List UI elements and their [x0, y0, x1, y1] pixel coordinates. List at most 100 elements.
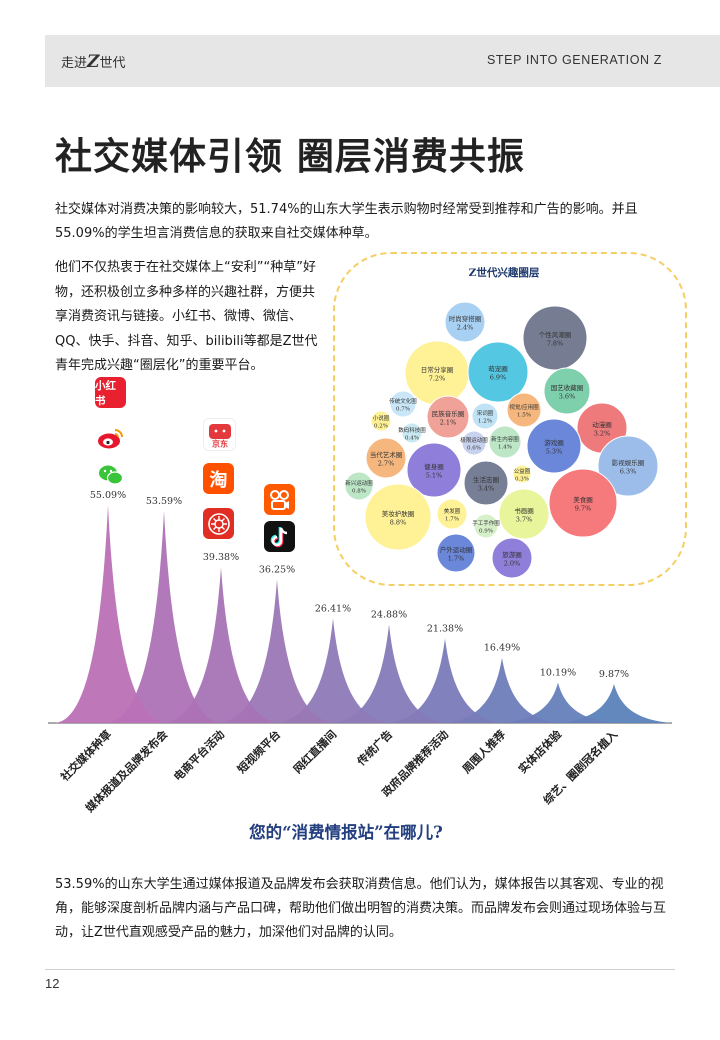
chart-value-label: 21.38% — [427, 623, 463, 634]
chart-category-label: 实体店体验 — [515, 727, 564, 776]
chart-category-label: 社交媒体种草 — [57, 727, 114, 784]
taobao-logo: 淘 — [203, 463, 234, 494]
bubble-label: 数码科技圈 — [398, 426, 426, 434]
bubble-value: 1.5% — [517, 413, 531, 419]
bubble-value: 1.4% — [498, 445, 512, 451]
bubble-label: 影视娱乐圈 — [612, 458, 645, 467]
chart-value-label: 9.87% — [599, 669, 629, 680]
chart-category-label: 传统广告 — [353, 727, 395, 769]
bottom-paragraph: 53.59%的山东大学生通过媒体报道及品牌发布会获取消费信息。他们认为，媒体报告… — [55, 877, 667, 940]
interest-bubble — [401, 422, 423, 444]
side-paragraph: 他们不仅热衷于在社交媒体上“安利”“种草”好物，还积极创立多种多样的兴趣社群，方… — [55, 260, 318, 373]
pinduoduo-logo — [203, 508, 234, 539]
chart-peak — [55, 505, 166, 723]
bubble-value: 0.6% — [467, 446, 481, 452]
bubble-label: 健身圈 — [424, 462, 444, 471]
page-number: 12 — [45, 976, 60, 991]
interest-bubble — [491, 537, 533, 579]
page-title: 社交媒体引领 圈层消费共振 — [55, 135, 525, 178]
bubble-value: 7.2% — [429, 375, 446, 383]
bubble-value: 0.9% — [479, 529, 493, 535]
bubble-value: 6.3% — [620, 468, 637, 476]
bubble-label: 萌宠圈 — [488, 364, 508, 373]
footer-divider — [45, 969, 675, 970]
interest-bubble — [467, 341, 529, 403]
bubble-label: 视觉/应用圈 — [509, 403, 539, 411]
bubble-label: 手工手作圈 — [472, 519, 500, 527]
interest-bubble — [543, 367, 591, 415]
bubble-label: 动漫圈 — [592, 420, 612, 429]
interest-bubble — [597, 435, 659, 497]
chart-peak — [275, 618, 391, 723]
bubble-chart-title: Z世代兴趣圈层 — [469, 266, 540, 279]
bubble-value: 7.8% — [547, 340, 564, 348]
bubble-value: 1.7% — [445, 517, 459, 523]
weibo-icon — [95, 422, 126, 453]
bubble-label: 日常分享圈 — [421, 365, 454, 374]
bubble-value: 5.1% — [426, 472, 443, 480]
bubble-label: 新兴运动圈 — [345, 479, 373, 487]
bubble-label: 新生内容圈 — [491, 435, 519, 443]
kuaishou-logo — [264, 484, 295, 515]
chart-value-label: 53.59% — [146, 496, 182, 507]
chart-value-label: 26.41% — [315, 603, 351, 614]
xiaohongshu-logo: 小红书 — [95, 377, 126, 408]
interest-bubble — [488, 425, 522, 459]
interest-bubble — [389, 390, 417, 418]
bubble-label: 户外运动圈 — [440, 545, 473, 554]
interest-bubble — [444, 301, 486, 343]
chart-value-label: 36.25% — [259, 565, 295, 576]
chart-peak — [387, 638, 503, 723]
svg-text:京东: 京东 — [212, 438, 228, 448]
bubble-label: 旅游圈 — [502, 550, 522, 559]
interest-bubble — [344, 471, 374, 501]
bubble-label: 美妆护肤圈 — [382, 509, 415, 518]
chart-category-label: 电商平台活动 — [171, 727, 228, 784]
interest-bubble — [364, 483, 432, 551]
bubble-label: 小说圈 — [373, 414, 390, 422]
bubble-label: 极限运动圈 — [460, 436, 488, 444]
chart-peak — [163, 567, 279, 723]
jingdong-logo: 京东 — [203, 418, 236, 451]
bubble-value: 2.1% — [440, 419, 457, 427]
interest-bubble — [548, 468, 618, 538]
bubble-label: 公益圈 — [514, 467, 531, 475]
chart-peak — [106, 510, 222, 723]
chart-peak — [331, 624, 447, 723]
interest-bubble — [365, 437, 407, 479]
interest-bubble — [512, 464, 532, 484]
douyin-logo — [264, 521, 295, 552]
interest-bubble — [522, 305, 588, 371]
chart-category-label: 短视频平台 — [234, 727, 283, 776]
interest-bubble — [473, 513, 499, 539]
bubble-value: 0.7% — [396, 407, 410, 413]
bubble-label: 时尚穿搭圈 — [449, 314, 482, 323]
bubble-value: 0.2% — [374, 424, 388, 430]
interest-bubble — [406, 442, 462, 498]
interest-bubble — [370, 410, 392, 432]
wechat-icon — [95, 459, 126, 490]
bubble-label: 当代艺术圈 — [370, 450, 403, 459]
bubble-label: 书画圈 — [514, 506, 534, 515]
bubble-label: 民族音乐圈 — [432, 409, 465, 418]
chart-value-label: 39.38% — [203, 552, 239, 563]
header-bar: 走进Z世代 STEP INTO GENERATION Z — [45, 35, 720, 87]
bubble-value: 1.7% — [448, 555, 465, 563]
bubble-label: 美发圈 — [444, 507, 461, 515]
bubble-label: 游戏圈 — [544, 438, 564, 447]
bubble-value: 2.0% — [504, 560, 521, 568]
bubble-value: 3.2% — [594, 430, 611, 438]
header-series-title: STEP INTO GENERATION Z — [486, 53, 662, 67]
interest-bubble — [463, 460, 509, 506]
bubble-value: 0.3% — [515, 477, 529, 483]
bubble-value: 5.3% — [546, 448, 563, 456]
interest-bubble — [426, 395, 470, 439]
interest-bubble — [461, 430, 487, 456]
interest-bubble — [436, 498, 468, 530]
chart-peak — [500, 682, 616, 723]
bubble-value: 1.2% — [478, 419, 492, 425]
bubble-value: 0.4% — [405, 436, 419, 442]
chart-category-label: 周围人推荐 — [459, 727, 508, 776]
